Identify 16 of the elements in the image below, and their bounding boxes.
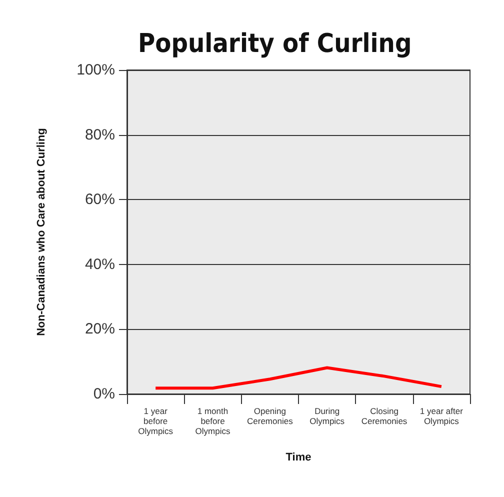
x-tick-label: 1 year after Olympics (420, 406, 464, 426)
x-tick-label: 1 month before Olympics (195, 406, 230, 436)
chart-title: Popularity of Curling (138, 29, 412, 59)
y-tick-label: 20% (84, 320, 115, 338)
line-series (154, 366, 443, 390)
y-tick-label: 60% (84, 191, 115, 208)
y-tick-label: 100% (76, 62, 115, 78)
y-tick-label: 0% (93, 386, 115, 402)
x-tick-label: Opening Ceremonies (247, 406, 293, 426)
x-axis-title: Time (286, 452, 312, 464)
y-axis-title: Non-Canadians who Care about Curling (36, 128, 48, 336)
x-tick-label: Closing Ceremonies (361, 406, 408, 426)
y-tick-label: 80% (84, 126, 115, 144)
x-tick-label: 1 year before Olympics (138, 406, 174, 436)
x-tick-label: During Olympics (310, 406, 345, 426)
y-tick-label: 40% (84, 256, 115, 273)
